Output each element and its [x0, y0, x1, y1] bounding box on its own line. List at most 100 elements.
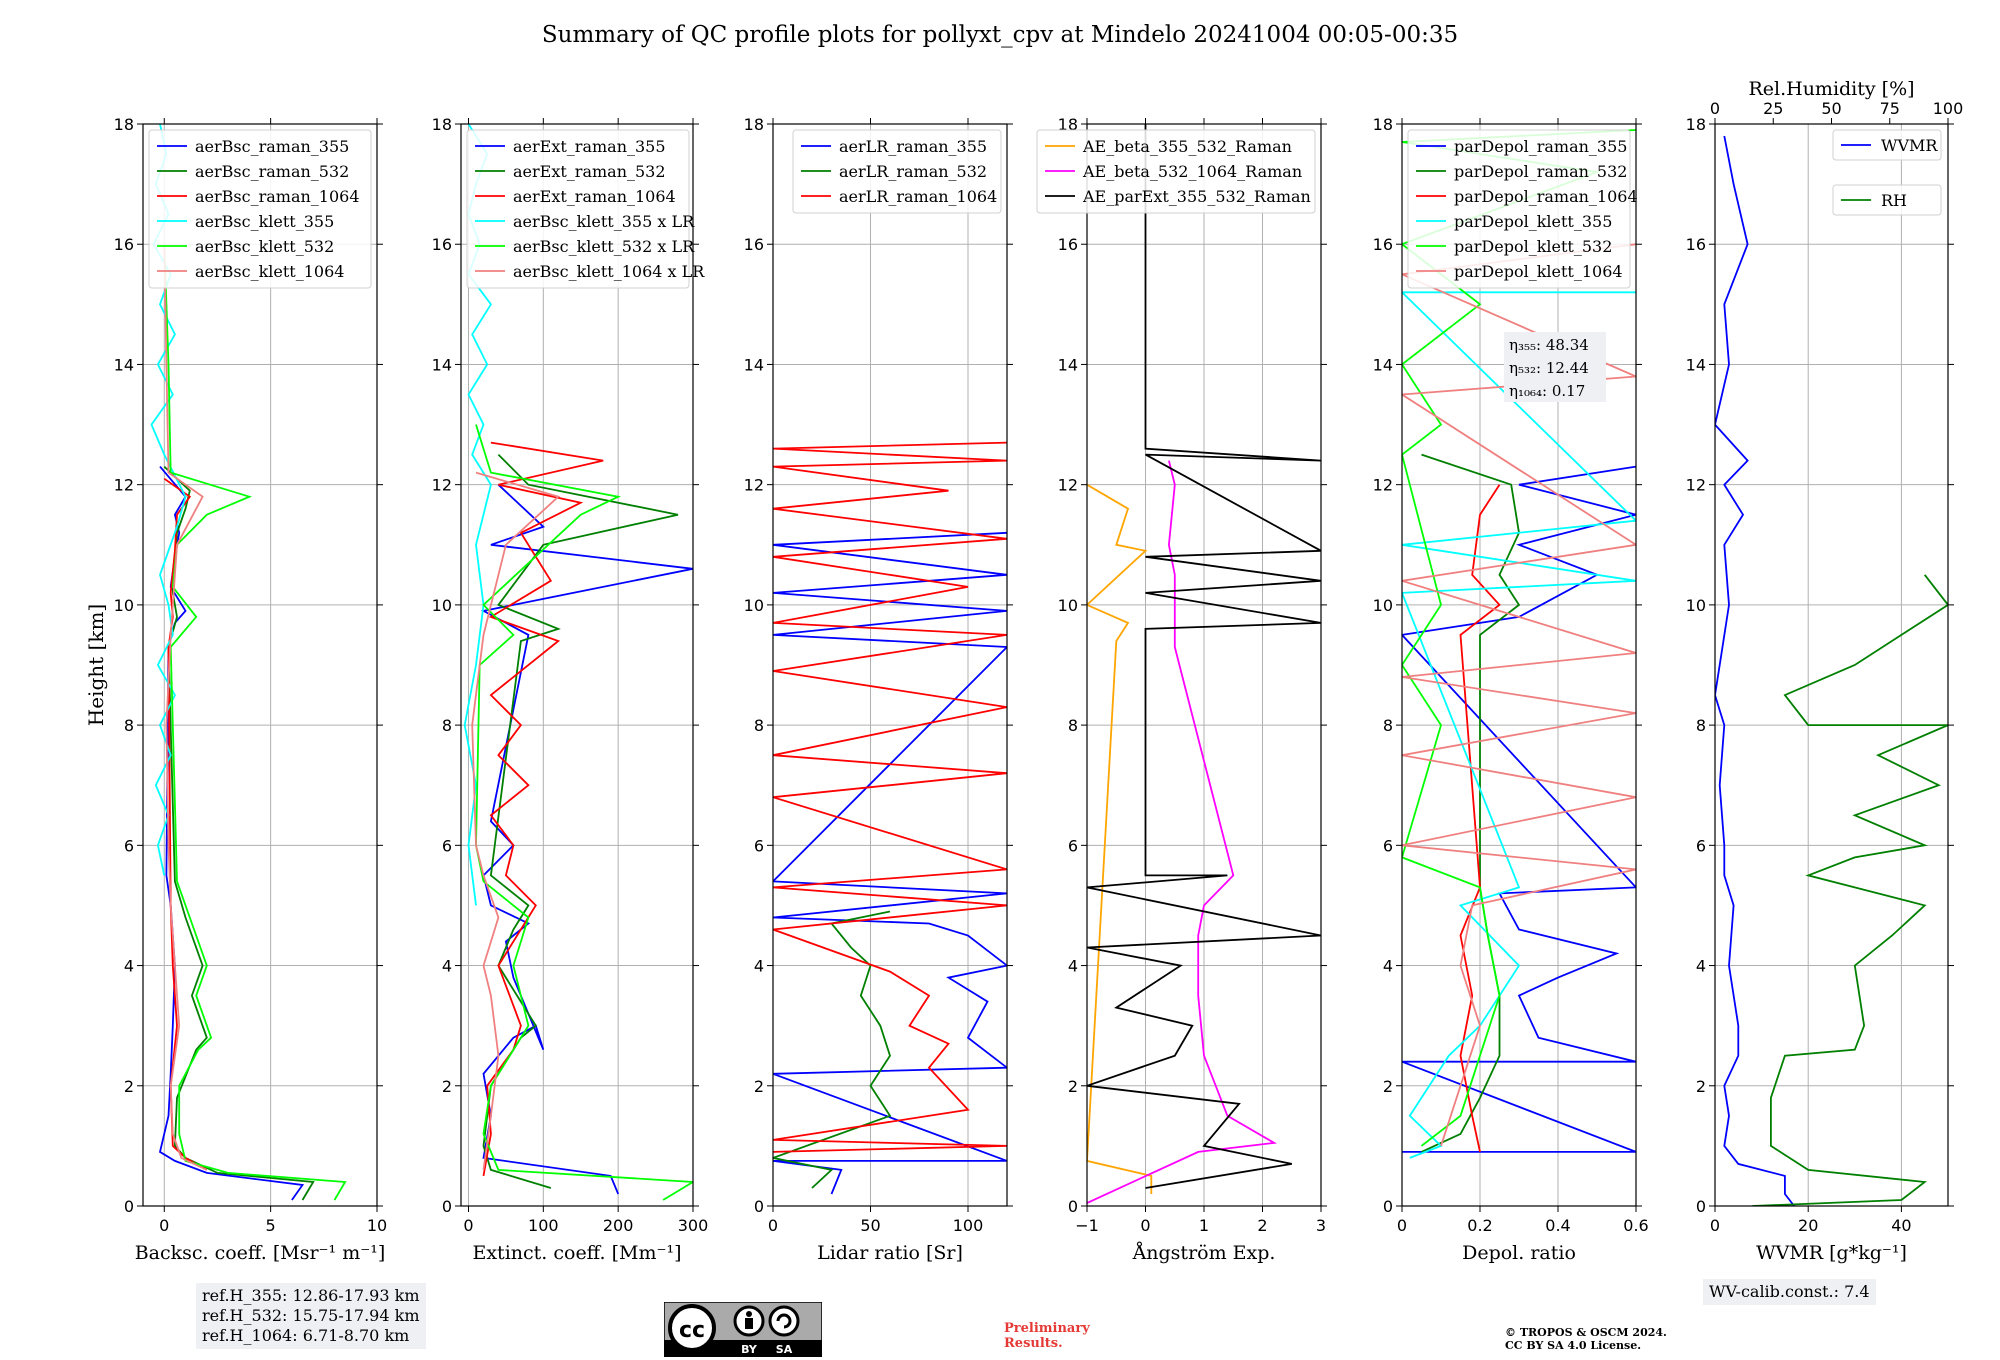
legend-label: parDepol_klett_532	[1454, 237, 1612, 256]
legend-label: AE_beta_532_1064_Raman	[1082, 162, 1302, 181]
ref-height-532: ref.H_532: 15.75-17.94 km	[202, 1306, 420, 1325]
y-tick-label: 16	[114, 235, 134, 254]
annotation-box	[1504, 332, 1606, 402]
legend-box	[1832, 129, 1942, 161]
x-axis-label: Lidar ratio [Sr]	[817, 1242, 963, 1264]
series-line-aerLR_raman_1064	[773, 441, 1007, 1153]
y-tick-label: 0	[1068, 1197, 1078, 1216]
y-tick-label: 4	[1068, 957, 1078, 976]
chart-panel-3: 0 2 4 6 8 10 12 14 16 18 0 50 100 Lidar ratio [Sr] aer…	[744, 115, 1013, 1264]
x-tick-label: 0	[768, 1216, 778, 1235]
legend-label: WVMR	[1881, 136, 1938, 155]
series-line-RH	[1752, 574, 1948, 1206]
copyright-note: © TROPOS & OSCM 2024. CC BY SA 4.0 Licen…	[1505, 1326, 1667, 1352]
legend-label: aerBsc_raman_532	[195, 162, 349, 181]
x-tick-label: 50	[860, 1216, 880, 1235]
series-line-parDepol_raman_355	[1402, 465, 1636, 1153]
y-tick-label: 0	[442, 1197, 452, 1216]
series-line-aerBsc_klett_532	[163, 244, 347, 1201]
svg-text:BY: BY	[741, 1343, 758, 1356]
wv-calibration-box: WV-calib.const.: 7.4	[1703, 1279, 1876, 1305]
x-tick-label: 0	[1710, 1216, 1720, 1235]
legend-label: RH	[1881, 191, 1907, 210]
y-tick-label: 10	[1058, 596, 1078, 615]
legend-label: aerBsc_raman_1064	[195, 187, 360, 206]
y-tick-label: 6	[442, 836, 452, 855]
series-group	[1715, 135, 1948, 1206]
ref-height-1064: ref.H_1064: 6.71-8.70 km	[202, 1326, 410, 1345]
legend-label: aerLR_raman_1064	[839, 187, 997, 206]
y-tick-label: 8	[442, 716, 452, 735]
annotation-text: η₁₀₆₄: 0.17	[1509, 382, 1585, 400]
legend-label: aerLR_raman_355	[839, 137, 987, 156]
plot-frame	[460, 123, 694, 1207]
legend-label: parDepol_klett_1064	[1454, 262, 1623, 281]
y-tick-label: 2	[1696, 1077, 1706, 1096]
series-line-parDepol_klett_1064	[1402, 243, 1636, 1147]
y-tick-label: 6	[1383, 836, 1393, 855]
chart-panel-1: 0 2 4 6 8 10 12 14 16 18 0 5 10 Backsc. coeff. [Msr⁻¹…	[114, 115, 388, 1264]
y-tick-label: 0	[1696, 1197, 1706, 1216]
y-tick-label: 4	[124, 957, 134, 976]
legend-label: aerBsc_klett_532 x LR	[513, 237, 695, 256]
x-tick-label: 3	[1316, 1216, 1326, 1235]
x2-tick-label: 0	[1710, 99, 1720, 118]
legend-label: AE_beta_355_532_Raman	[1082, 137, 1292, 156]
x2-tick-label: 75	[1880, 99, 1900, 118]
legend-box	[466, 129, 690, 289]
y-tick-label: 18	[114, 115, 134, 134]
y-tick-label: 12	[1058, 476, 1078, 495]
preliminary-line-1: Preliminary	[1004, 1321, 1090, 1336]
legend-box	[792, 129, 1002, 214]
series-line-parDepol_raman_532	[1421, 453, 1521, 1153]
y-tick-label: 4	[754, 957, 764, 976]
y-tick-label: 2	[754, 1077, 764, 1096]
plot-frame	[1401, 123, 1637, 1207]
plot-frame	[142, 123, 378, 1207]
series-group	[150, 124, 347, 1201]
y-tick-label: 14	[744, 355, 764, 374]
x2-tick-label: 100	[1933, 99, 1964, 118]
legend-label: parDepol_raman_532	[1454, 162, 1627, 181]
annotation-text: η₃₅₅: 48.34	[1509, 336, 1589, 354]
y-tick-label: 0	[1383, 1197, 1393, 1216]
series-line-aerBsc_klett_1064	[163, 244, 208, 1171]
y-tick-label: 8	[1068, 716, 1078, 735]
x2-axis-label: Rel.Humidity [%]	[1748, 78, 1914, 100]
y-tick-label: 2	[1068, 1077, 1078, 1096]
x-axis-label: WVMR [g*kg⁻¹]	[1756, 1242, 1907, 1264]
y-tick-label: 16	[1373, 235, 1393, 254]
legend-label: aerBsc_klett_1064	[195, 262, 344, 281]
y-tick-label: 10	[1686, 596, 1706, 615]
x-tick-label: 0	[1140, 1216, 1150, 1235]
series-line-parDepol_klett_355	[1402, 291, 1636, 1159]
series-line-aerBsc_klett_1064 x LR	[471, 471, 561, 1171]
x2-tick-label: 50	[1821, 99, 1841, 118]
y-tick-label: 18	[744, 115, 764, 134]
y-tick-label: 4	[1696, 957, 1706, 976]
x-tick-label: 200	[603, 1216, 634, 1235]
x-tick-label: 100	[953, 1216, 984, 1235]
x-tick-label: 10	[367, 1216, 387, 1235]
legend-label: aerExt_raman_532	[513, 162, 666, 181]
chart-panel-5: 0 2 4 6 8 10 12 14 16 18 0 0.2 0.4 0.6 Depol. ratio par…	[1373, 115, 1649, 1264]
series-line-aerBsc_klett_532 x LR	[475, 424, 693, 1201]
y-tick-label: 18	[1373, 115, 1393, 134]
y-tick-label: 6	[124, 836, 134, 855]
legend-label: parDepol_raman_1064	[1454, 187, 1638, 206]
preliminary-results-note: Preliminary Results.	[1004, 1321, 1090, 1351]
y-tick-label: 0	[754, 1197, 764, 1216]
x-tick-label: 0	[463, 1216, 473, 1235]
legend-label: aerExt_raman_355	[513, 137, 666, 156]
y-tick-label: 18	[1686, 115, 1706, 134]
y-tick-label: 4	[1383, 957, 1393, 976]
page-title: Summary of QC profile plots for pollyxt_…	[541, 22, 1459, 48]
y-tick-label: 14	[432, 355, 452, 374]
legend-label: parDepol_raman_355	[1454, 137, 1627, 156]
svg-text:cc: cc	[679, 1318, 705, 1343]
x2-tick-label: 25	[1763, 99, 1783, 118]
y-tick-label: 10	[114, 596, 134, 615]
x-axis-label: Backsc. coeff. [Msr⁻¹ m⁻¹]	[135, 1242, 386, 1264]
